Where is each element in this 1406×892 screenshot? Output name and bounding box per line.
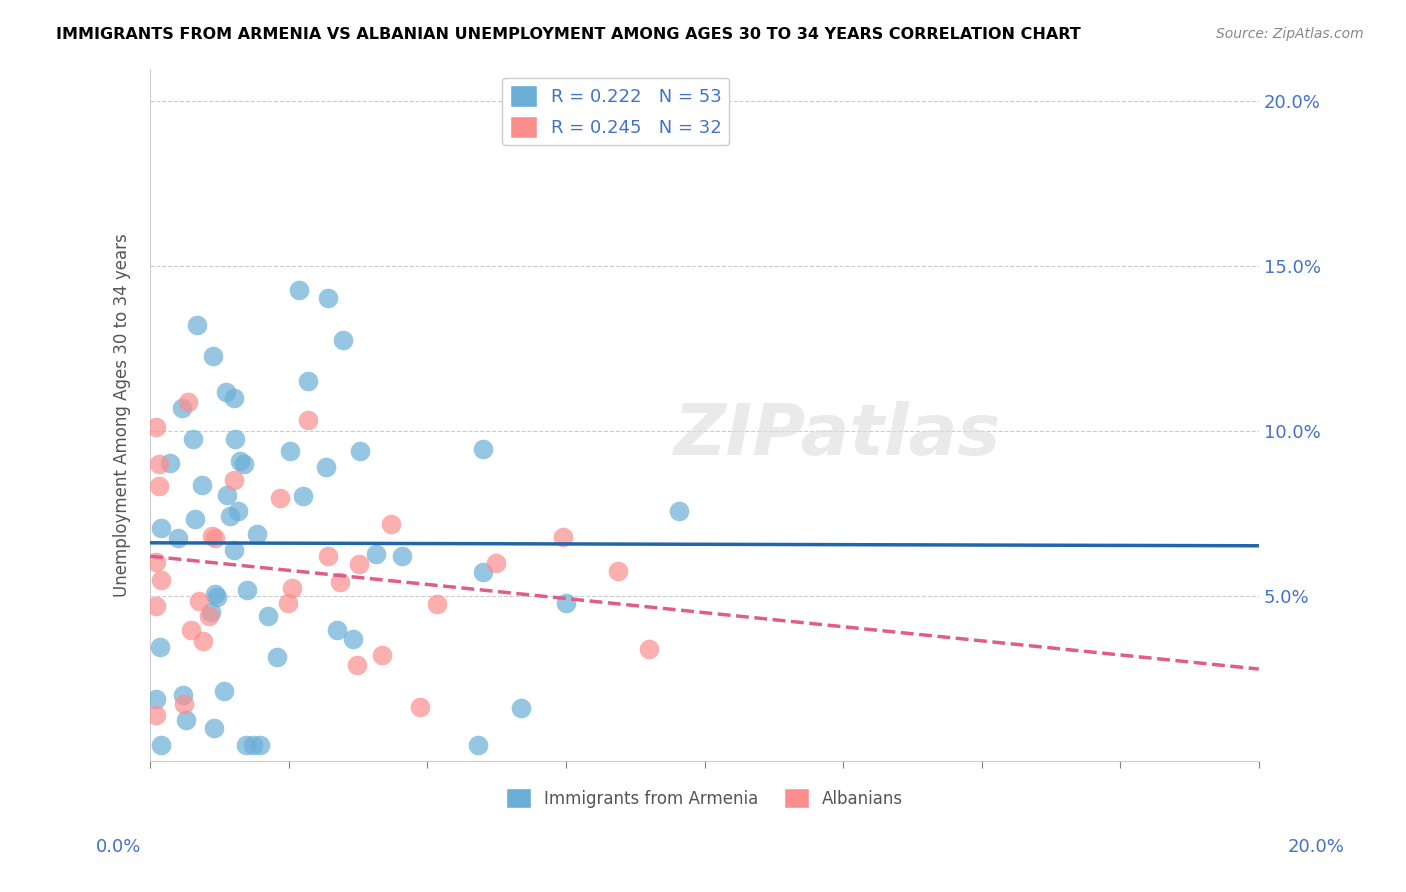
Point [292,489,315,503]
Point [201,529,224,543]
Point [257,609,280,624]
Point [186,318,208,332]
Point [170,401,193,416]
Point [224,433,246,447]
Point [281,582,304,596]
Point [364,547,387,561]
Point [346,657,368,672]
Point [277,596,299,610]
Point [329,574,352,589]
Point [297,413,319,427]
Point [371,648,394,662]
Point [184,512,207,526]
Legend: Immigrants from Armenia, Albanians: Immigrants from Armenia, Albanians [499,781,910,815]
Point [212,683,235,698]
Point [145,420,167,434]
Point [173,697,195,711]
Point [176,713,198,727]
Point [426,597,449,611]
Point [606,564,628,578]
Point [145,555,167,569]
Point [510,701,533,715]
Point [347,558,370,572]
Point [205,591,228,605]
Point [551,530,574,544]
Point [188,594,211,608]
Point [318,292,340,306]
Point [232,457,254,471]
Point [349,443,371,458]
Point [637,642,659,657]
Point [472,565,495,579]
Point [198,608,221,623]
Point [180,623,202,637]
Point [342,632,364,646]
Point [204,531,226,545]
Text: ZIPatlas: ZIPatlas [673,401,1001,470]
Point [326,624,349,638]
Point [485,556,508,570]
Point [554,596,576,610]
Point [278,444,301,458]
Point [222,543,245,558]
Point [246,527,269,541]
Point [149,640,172,655]
Point [266,649,288,664]
Point [219,509,242,524]
Point [202,349,225,363]
Point [235,738,257,752]
Point [172,688,194,702]
Point [200,605,222,619]
Point [150,738,173,752]
Point [668,504,690,518]
Point [380,517,402,532]
Point [235,582,257,597]
Point [471,442,494,456]
Point [150,573,173,587]
Point [149,521,172,535]
Point [409,699,432,714]
Text: Source: ZipAtlas.com: Source: ZipAtlas.com [1216,27,1364,41]
Point [166,531,188,545]
Point [222,391,245,405]
Point [145,707,167,722]
Point [249,738,271,752]
Point [229,454,252,468]
Point [183,432,205,446]
Point [202,721,225,735]
Point [332,333,354,347]
Point [242,738,264,752]
Text: 20.0%: 20.0% [1288,838,1344,856]
Point [226,504,249,518]
Point [148,457,170,471]
Point [391,549,413,563]
Point [217,488,239,502]
Text: 0.0%: 0.0% [96,838,141,856]
Point [193,634,215,648]
Point [159,457,181,471]
Point [297,374,319,388]
Point [315,460,337,475]
Point [287,283,309,297]
Point [222,473,245,487]
Point [177,394,200,409]
Point [316,549,339,563]
Y-axis label: Unemployment Among Ages 30 to 34 years: Unemployment Among Ages 30 to 34 years [114,233,131,597]
Point [269,491,291,505]
Point [191,478,214,492]
Point [204,587,226,601]
Point [215,385,238,400]
Point [148,478,170,492]
Point [145,692,167,706]
Point [145,599,167,613]
Text: IMMIGRANTS FROM ARMENIA VS ALBANIAN UNEMPLOYMENT AMONG AGES 30 TO 34 YEARS CORRE: IMMIGRANTS FROM ARMENIA VS ALBANIAN UNEM… [56,27,1081,42]
Point [467,738,489,752]
